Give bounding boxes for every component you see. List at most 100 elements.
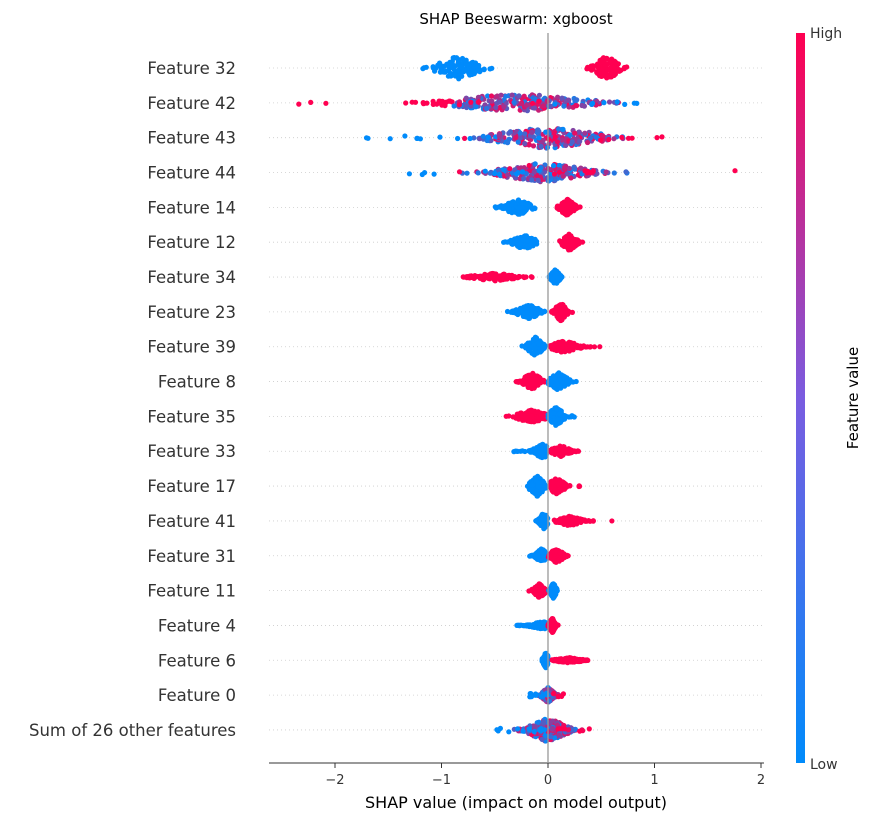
data-point [549,725,556,732]
data-point [492,271,498,277]
data-point [552,273,558,279]
data-point [552,307,558,314]
data-point [463,95,469,101]
data-point [599,67,605,73]
data-point [524,102,530,108]
data-point [548,734,554,740]
data-point [539,377,546,384]
data-point [573,102,579,109]
data-point [569,202,575,208]
feature-label: Feature 0 [158,686,236,705]
data-point [513,307,519,313]
feature-label: Feature 11 [147,582,236,601]
data-point [533,382,539,388]
data-point [584,170,590,176]
data-point [477,275,483,281]
feature-label: Feature 31 [147,547,236,566]
data-point [501,239,507,245]
data-point [536,340,542,346]
data-point [524,243,530,249]
data-point [563,448,569,454]
data-point [551,130,557,136]
x-axis-label: SHAP value (impact on model output) [365,793,667,812]
colorbar-gradient [796,33,805,763]
feature-row: Feature 41 [147,511,764,532]
data-point [523,201,529,207]
data-point [555,622,561,628]
feature-row: Feature 34 [147,267,764,287]
data-point [542,524,549,530]
data-point [584,139,591,146]
data-point [537,346,543,352]
data-point [552,487,558,493]
data-point [562,309,569,316]
feature-row: Feature 44 [147,161,764,185]
feature-row: Sum of 26 other features [29,716,764,744]
feature-label: Feature 42 [147,94,236,113]
x-tick-label: −2 [325,773,344,788]
chart-title: SHAP Beeswarm: xgboost [419,10,612,28]
data-point [539,736,545,743]
data-point [553,279,559,286]
data-point [406,171,412,177]
data-point [403,100,409,106]
data-point [527,376,533,382]
data-point [496,131,502,137]
data-point [529,177,535,183]
data-point [503,413,509,419]
data-point [529,274,535,280]
data-point [487,66,493,72]
feature-row: Feature 35 [147,405,764,428]
data-point [463,57,469,63]
data-point [525,342,531,348]
data-point [488,93,495,99]
data-point [606,136,612,143]
data-point [481,66,487,72]
data-point [519,448,526,454]
data-point [459,64,465,70]
data-point [623,169,629,175]
data-point [521,274,527,281]
data-point [609,518,615,524]
data-point [569,449,575,456]
data-point [451,55,457,61]
data-point [529,487,535,493]
feature-label: Feature 6 [158,651,236,670]
data-point [526,726,532,732]
data-point [524,313,530,319]
data-point [577,138,583,144]
data-point [576,129,582,135]
feature-row: Feature 12 [147,231,764,253]
data-point [552,268,558,274]
data-point [439,66,445,72]
data-point [296,101,302,107]
data-point [526,384,532,390]
data-point [437,61,443,67]
data-point [561,202,567,208]
data-point [521,379,527,385]
data-point [597,344,603,350]
data-point [595,64,602,70]
feature-label: Feature 12 [147,233,236,252]
data-point [540,513,546,519]
data-point [587,135,594,141]
data-point [511,99,517,105]
data-point [528,553,534,559]
data-point [542,309,548,315]
data-point [456,102,462,108]
data-point [562,383,568,389]
feature-label: Feature 35 [147,407,236,426]
data-point [563,520,569,526]
data-point [613,59,619,65]
data-point [614,65,621,72]
feature-label: Feature 23 [147,303,236,322]
data-point [573,378,579,385]
data-point [569,413,576,419]
data-point [557,486,564,492]
data-point [577,728,583,734]
data-point [557,550,563,556]
data-point [560,126,566,132]
data-point [532,447,538,453]
data-point [541,103,547,109]
